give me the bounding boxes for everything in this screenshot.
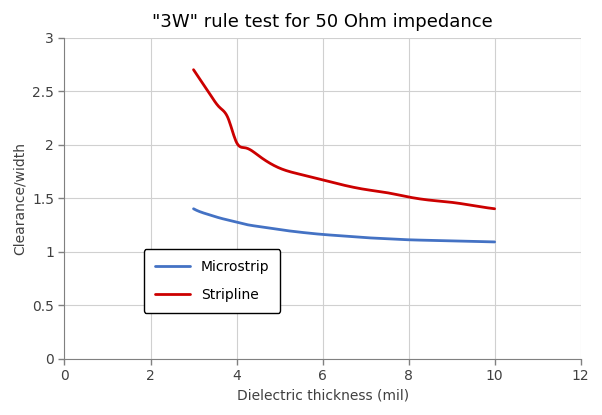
Stripline [191, 69, 198, 74]
Stripline [491, 206, 498, 211]
Microstrip [368, 235, 376, 240]
Stripline [444, 199, 451, 204]
Stripline [368, 188, 376, 193]
X-axis label: Dielectric thickness (mil): Dielectric thickness (mil) [237, 388, 409, 403]
Stripline [190, 67, 197, 72]
Stripline [463, 202, 470, 207]
Microstrip [191, 207, 198, 212]
Microstrip [374, 236, 382, 241]
Title: "3W" rule test for 50 Ohm impedance: "3W" rule test for 50 Ohm impedance [152, 12, 493, 30]
Microstrip [190, 206, 197, 211]
Line: Microstrip: Microstrip [193, 209, 495, 242]
Microstrip [444, 238, 451, 243]
Stripline [374, 189, 382, 194]
Legend: Microstrip, Stripline: Microstrip, Stripline [144, 249, 281, 313]
Microstrip [369, 236, 376, 241]
Line: Stripline: Stripline [193, 70, 495, 209]
Y-axis label: Clearance/width: Clearance/width [13, 142, 26, 254]
Microstrip [463, 239, 470, 244]
Stripline [369, 188, 376, 193]
Microstrip [491, 239, 498, 244]
